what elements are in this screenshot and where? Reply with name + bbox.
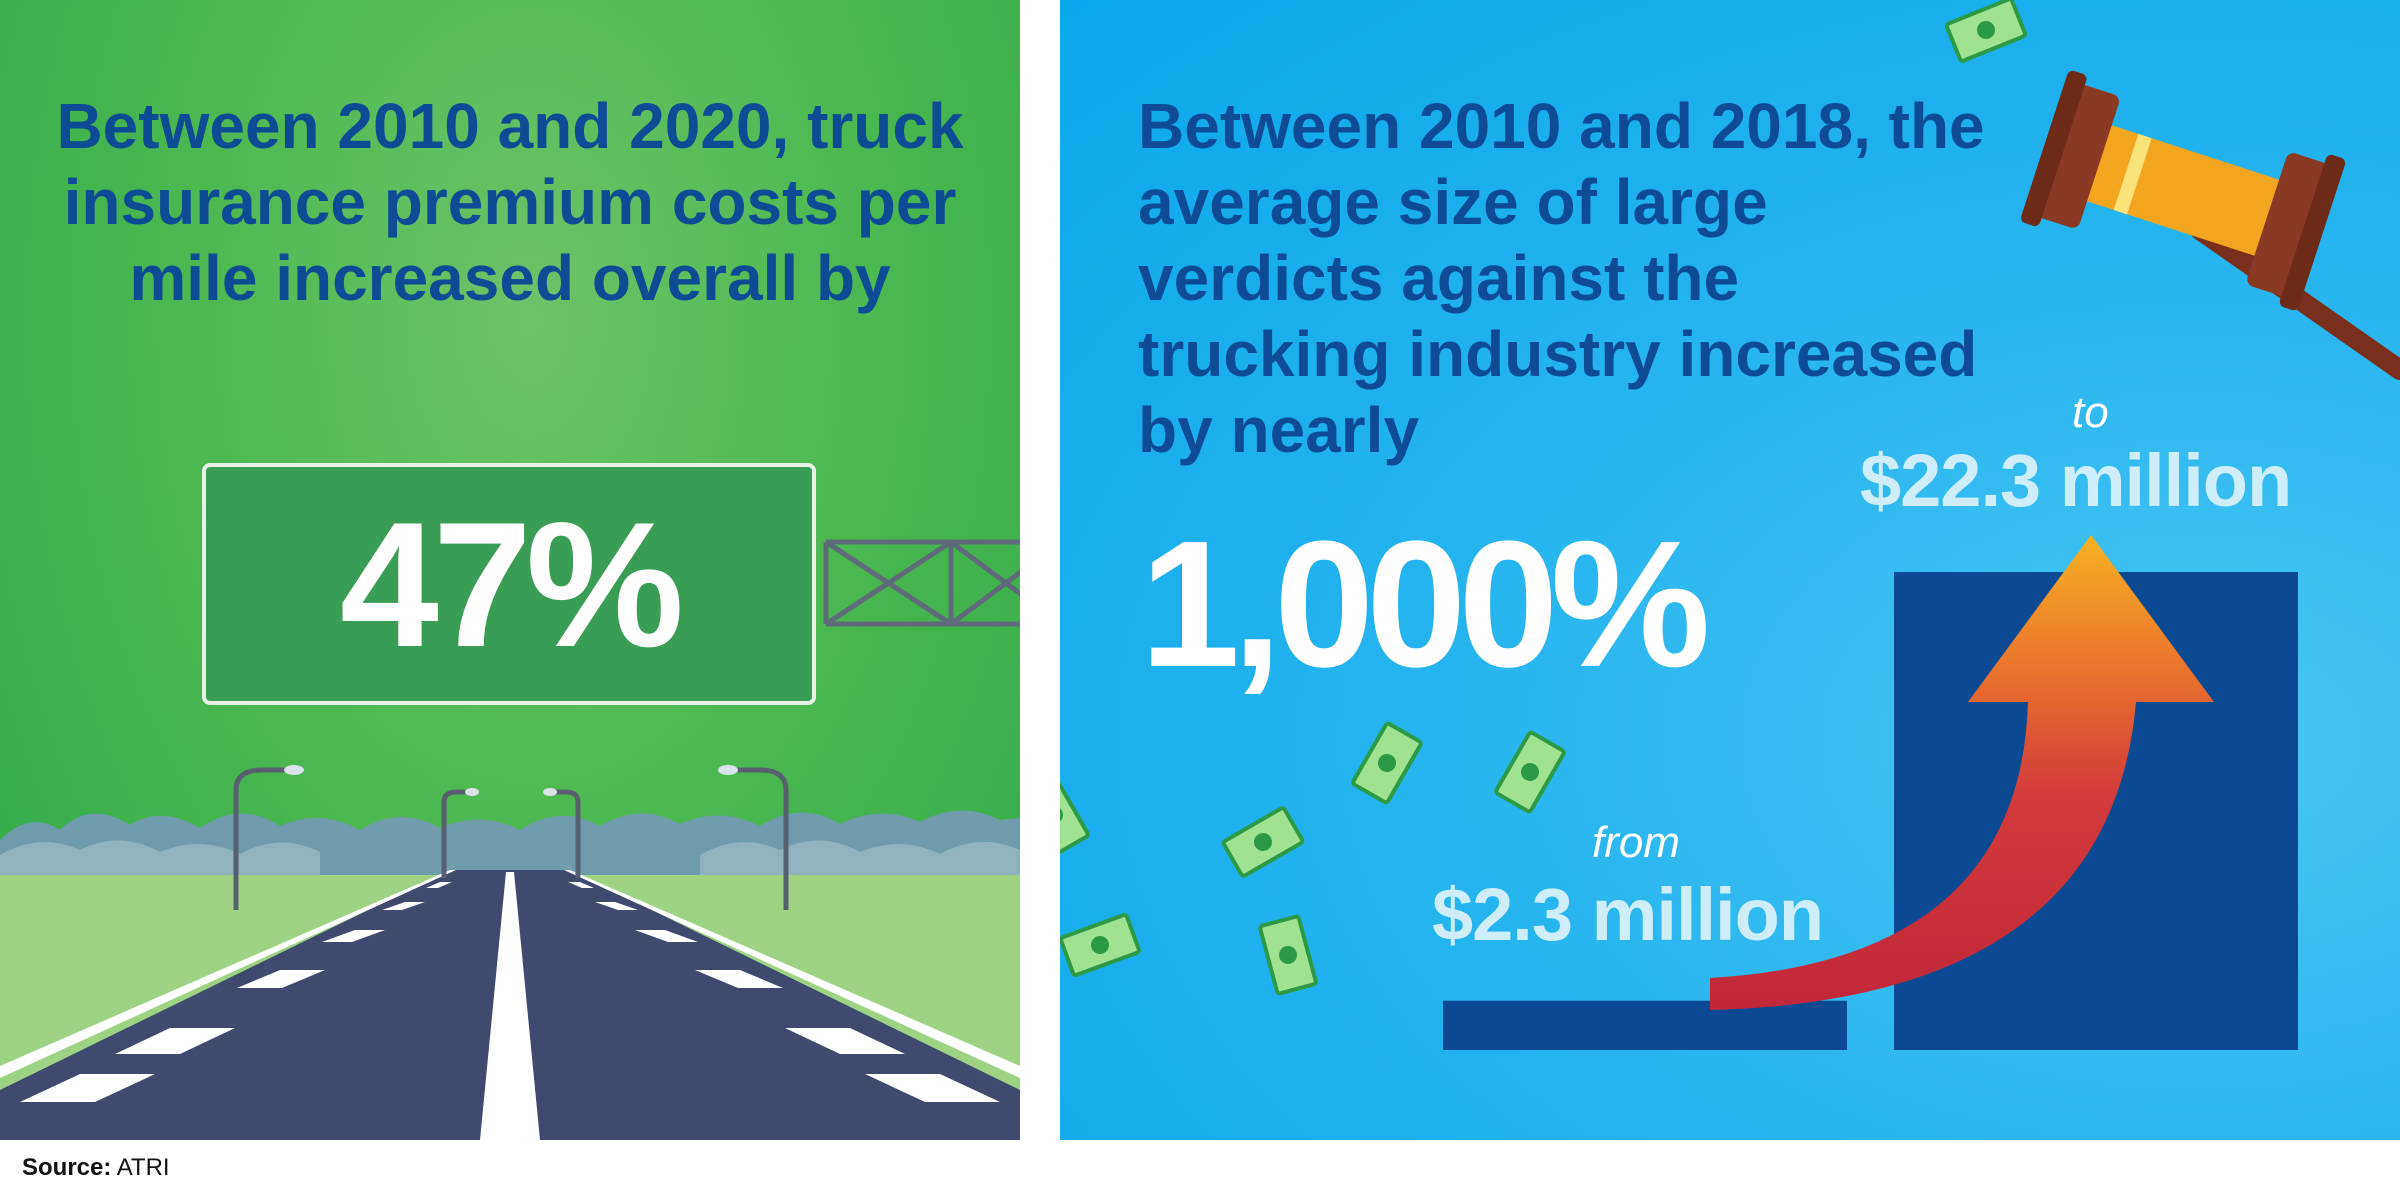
sign-gantry-icon xyxy=(823,539,1020,627)
highway-sign: 47% xyxy=(202,463,816,705)
from-amount: $2.3 million xyxy=(1432,873,1824,956)
bar-2010 xyxy=(1443,1000,1847,1050)
from-label: from xyxy=(1592,818,1680,867)
insurance-premium-panel: Between 2010 and 2020, truck insurance p… xyxy=(0,0,1020,1140)
source-note: Source: ATRI xyxy=(22,1154,170,1182)
highway-illustration xyxy=(0,765,1020,1140)
gavel-icon xyxy=(2021,70,2400,380)
source-value: ATRI xyxy=(116,1154,170,1181)
to-amount: $22.3 million xyxy=(1860,439,2292,522)
insurance-increase-figure: 47% xyxy=(339,484,684,684)
verdicts-increase-figure: 1,000% xyxy=(1140,504,1710,705)
verdicts-headline: Between 2010 and 2018, the average size … xyxy=(1138,90,1985,466)
growth-arrow-icon xyxy=(1710,535,2214,1010)
insurance-headline: Between 2010 and 2020, truck insurance p… xyxy=(56,90,964,314)
verdict-bar-chart xyxy=(1443,535,2298,1050)
to-label: to xyxy=(2072,388,2109,437)
source-label: Source: xyxy=(22,1154,112,1181)
verdicts-panel: Between 2010 and 2018, the average size … xyxy=(1060,0,2400,1140)
